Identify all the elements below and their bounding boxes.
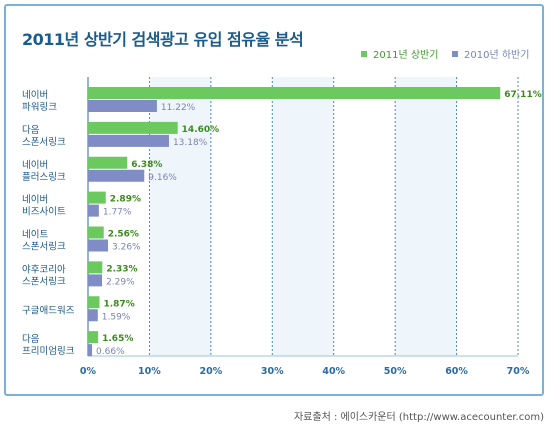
x-tick-label: 60% [445,366,468,377]
legend-item-2011: 2011년 상반기 [361,46,438,61]
category-label: 구글애드워즈 [22,305,75,316]
grid-band [149,77,211,356]
legend-item-2010: 2010년 하반기 [452,46,529,61]
category-label-line: 스폰서링크 [22,136,66,148]
legend-label-2011: 2011년 상반기 [373,50,439,61]
bar-2010 [88,309,98,322]
x-tick-label: 40% [322,366,345,377]
data-label-2010: 13.18% [173,138,208,148]
x-tick-label: 30% [261,366,284,377]
category-label-line: 네이트 [22,230,48,241]
x-tick-label: 20% [199,366,222,377]
legend-swatch-2011 [361,50,367,57]
category-label-line: 네이버 [22,195,48,206]
bar-2010 [88,134,169,147]
category-label: 네이버 비즈사이트 [22,195,66,218]
data-label-2010: 1.59% [102,312,131,322]
legend-swatch-2010 [452,50,458,57]
data-label-2010: 2.29% [106,277,135,287]
data-label-2011: 2.89% [110,195,141,205]
category-label-line: 다음 [22,334,40,345]
bar-2011 [88,121,178,134]
category-label-line: 네이버 [22,160,48,171]
data-label-2011: 2.56% [108,230,139,240]
x-tick-label: 0% [80,366,97,377]
bar-2010 [88,344,93,357]
category-label-line: 프리미엄링크 [22,345,75,357]
category-label: 다음 스폰서링크 [22,125,66,148]
bar-2011 [88,261,103,274]
bar-2011 [88,156,128,169]
category-label: 네이트 스폰서링크 [22,230,66,253]
source-note: 자료출처 : 에이스카운터 (http://www.acecounter.com… [293,412,544,423]
bar-2011 [88,87,501,99]
bar-2011 [88,331,99,344]
data-label-2010: 1.77% [103,208,132,218]
category-label-line: 다음 [22,125,40,136]
data-label-2010: 0.66% [96,347,125,357]
bar-2010 [88,204,99,217]
data-label-2011: 14.60% [182,125,220,135]
bar-2010 [88,274,103,287]
category-label: 네이버 파워링크 [22,90,57,113]
category-label: 네이버 플러스링크 [22,160,66,183]
category-label-line: 네이버 [22,90,48,101]
data-label-2011: 67.11% [504,90,542,100]
legend-label-2010: 2010년 하반기 [464,50,530,61]
category-label: 다음 프리미엄링크 [22,334,75,357]
data-label-2011: 1.87% [103,299,134,309]
category-label-line: 비즈사이트 [22,207,66,218]
data-label-2011: 6.38% [131,160,162,170]
category-label-line: 야후코리아 [22,264,66,275]
bar-2011 [88,296,100,309]
bar-2010 [88,239,109,252]
bar-2010 [88,169,145,182]
grid-band [395,77,457,356]
category-label-line: 파워링크 [22,101,57,113]
data-label-2010: 11.22% [161,103,196,113]
category-label: 야후코리아 스폰서링크 [22,264,66,287]
category-label-line: 플러스링크 [22,171,66,183]
data-label-2010: 9.16% [148,173,177,183]
data-label-2011: 1.65% [102,334,133,344]
bar-2011 [88,191,106,204]
x-tick-label: 10% [138,366,161,377]
x-tick-label: 70% [507,366,530,377]
data-label-2011: 2.33% [106,264,137,274]
bar-2011 [88,226,104,239]
grid-band [272,77,334,356]
category-label-line: 스폰서링크 [22,275,66,287]
x-tick-label: 50% [384,366,407,377]
data-label-2010: 3.26% [112,243,141,253]
chart-title: 2011년 상반기 검색광고 유입 점유율 분석 [22,30,304,49]
bar-2010 [88,100,157,112]
category-label-line: 스폰서링크 [22,241,66,253]
